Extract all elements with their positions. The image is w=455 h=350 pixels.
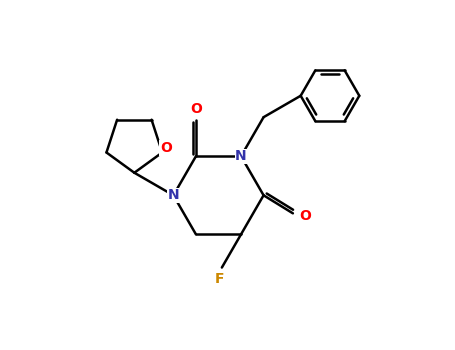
Text: O: O bbox=[160, 141, 172, 155]
Text: F: F bbox=[215, 272, 224, 286]
Text: N: N bbox=[235, 149, 247, 163]
Text: N: N bbox=[167, 188, 179, 202]
Text: O: O bbox=[299, 209, 312, 223]
Text: O: O bbox=[190, 102, 202, 116]
